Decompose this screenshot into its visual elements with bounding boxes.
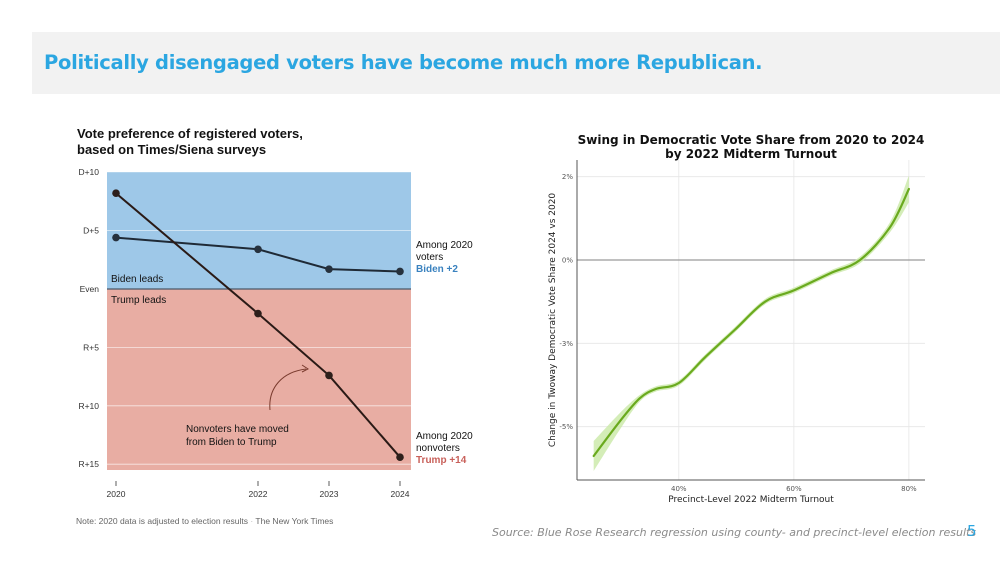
y-tick-label: 2% [562,173,573,181]
end-label-line-1: Among 2020 [416,240,473,251]
x-tick-label: 40% [671,485,687,493]
end-value-label: Biden +2 [416,264,458,275]
left-chart-title-line-2: based on Times/Siena surveys [77,142,267,157]
nonvoters-line [115,192,401,458]
x-tick-label: 2020 [107,489,126,499]
confidence-band [593,175,909,471]
y-tick-label: Even [80,284,100,294]
title-banner: Politically disengaged voters have becom… [32,32,1000,94]
right-chart-title-line-2: by 2022 Midterm Turnout [665,147,837,161]
nonvoters-point [396,453,404,461]
nonvoters-point [112,189,120,198]
trump-leads-label: Trump leads [111,295,166,306]
voters-point [396,267,404,276]
credit-text: The New York Times [255,516,334,526]
end-label-line-1: Among 2020 [416,431,473,442]
y-tick-label: D+5 [83,226,99,236]
nonvoters-point [325,371,333,380]
voters-point [112,233,120,242]
y-tick-label: R+5 [83,342,99,352]
callout-line-2: from Biden to Trump [186,437,277,448]
left-chart-title-line-1: Vote preference of registered voters, [77,126,303,141]
end-label-line-2: nonvoters [416,443,460,454]
y-tick-label: -5% [559,423,573,431]
voters-line [115,236,401,273]
swing-line [592,187,910,458]
nonvoters-point [254,309,262,318]
y-tick-label: R+10 [78,401,99,411]
callout-arrowhead-icon [301,364,309,373]
end-value-label: Trump +14 [416,455,467,466]
right-chart-x-axis-label: Precinct-Level 2022 Midterm Turnout [668,495,834,505]
y-tick-label: 0% [562,257,573,265]
x-tick-label: 2022 [249,489,268,499]
biden-leads-label: Biden leads [111,274,163,285]
region-trump-leads [107,289,411,470]
x-tick-label: 2024 [391,489,410,499]
y-tick-label: R+15 [78,459,99,469]
page-number: 5 [967,522,977,540]
x-tick-label: 80% [901,485,917,493]
voters-point [254,245,262,254]
end-label-line-2: voters [416,252,443,263]
right-chart-y-axis-label: Change in Twoway Democratic Vote Share 2… [548,193,558,448]
right-chart-title-line-1: Swing in Democratic Vote Share from 2020… [578,133,925,147]
note-text: Note: 2020 data is adjusted to election … [76,516,248,526]
left-chart-note: Note: 2020 data is adjusted to election … [76,516,334,526]
left-chart-title: Vote preference of registered voters, ba… [77,126,377,158]
slide-title: Politically disengaged voters have becom… [44,51,763,74]
y-tick-label: -3% [559,340,573,348]
callout-line-1: Nonvoters have moved [186,424,289,435]
x-tick-label: 2023 [320,489,339,499]
voters-point [325,265,333,273]
x-tick-label: 60% [786,485,802,493]
y-tick-label: D+10 [78,167,99,177]
callout-arrow [269,368,307,411]
source-note: Source: Blue Rose Research regression us… [492,526,977,539]
